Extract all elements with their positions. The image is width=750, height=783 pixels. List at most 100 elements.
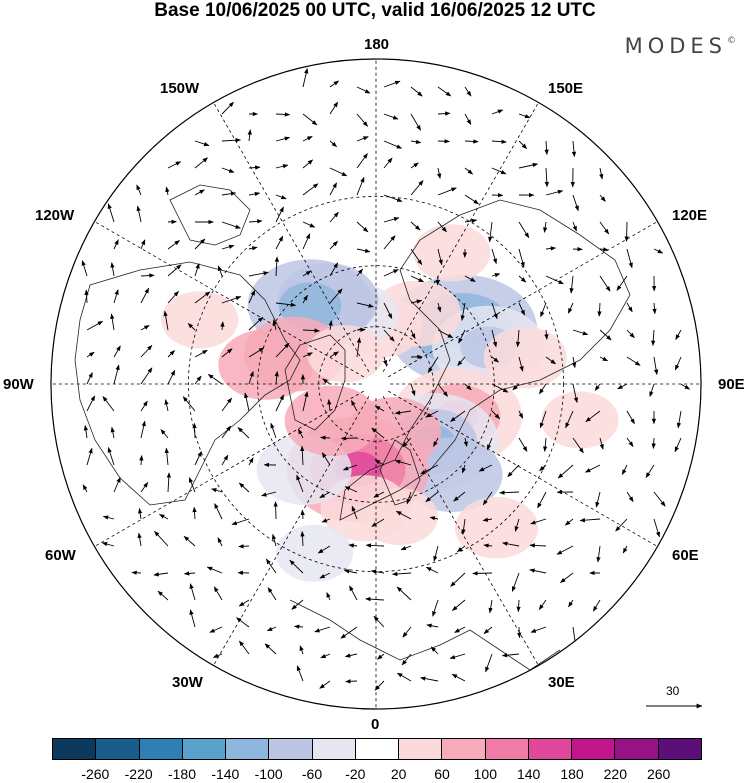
wind-vector <box>194 451 202 466</box>
wind-vector <box>453 491 466 502</box>
wind-vector <box>221 296 242 304</box>
wind-vector <box>167 161 182 169</box>
wind-vector <box>383 235 396 250</box>
wind-vector <box>518 275 527 283</box>
wind-vector <box>675 329 682 340</box>
wind-vector <box>433 437 439 447</box>
wind-vector <box>271 533 277 547</box>
wind-vector <box>188 477 196 493</box>
wind-vector <box>194 375 202 385</box>
wind-vector <box>615 518 628 532</box>
colorbar-tick-label: 140 <box>516 766 541 782</box>
wind-vector <box>140 367 153 385</box>
wind-vector <box>248 219 263 224</box>
wind-vector <box>348 543 358 548</box>
wind-vector <box>572 383 579 404</box>
wind-vector <box>410 113 421 131</box>
wind-vector <box>266 626 277 632</box>
wind-vector <box>410 86 423 97</box>
wind-vector <box>351 400 358 412</box>
colorbar-tick-label: -100 <box>254 766 283 782</box>
wind-vector <box>342 464 358 471</box>
wind-vector <box>410 221 421 231</box>
wind-vector <box>356 113 368 127</box>
coastline-alaska <box>169 184 251 246</box>
wind-vector <box>221 454 229 466</box>
wind-vector <box>410 329 416 340</box>
wind-vector <box>327 399 332 412</box>
wind-vector <box>569 275 574 294</box>
wind-vector <box>165 186 170 196</box>
wind-vector <box>595 491 601 508</box>
wind-vector <box>616 275 628 291</box>
wind-vector <box>370 569 385 574</box>
wind-vector <box>238 544 250 549</box>
wind-vector <box>154 531 169 547</box>
wind-vector <box>300 530 305 547</box>
map-title: Base 10/06/2025 00 UTC, valid 16/06/2025… <box>154 0 596 21</box>
wind-vector <box>437 302 442 313</box>
wind-vector <box>275 342 290 358</box>
wind-vector <box>221 397 232 412</box>
wind-vector <box>217 537 223 547</box>
wind-vector <box>107 203 115 223</box>
wind-vector <box>488 599 493 614</box>
wind-vector <box>344 653 358 658</box>
wind-vector <box>302 135 313 142</box>
wind-vector <box>451 673 466 682</box>
wind-vector <box>194 263 200 277</box>
wind-vector <box>426 623 439 628</box>
wind-vector <box>139 455 144 466</box>
wind-vector <box>192 506 197 520</box>
wind-vector <box>514 518 520 532</box>
wind-vector <box>396 586 412 601</box>
wind-vector <box>194 189 205 196</box>
wind-vector <box>518 221 530 239</box>
wind-vector <box>437 221 447 233</box>
wind-vector <box>491 167 507 175</box>
wind-vector <box>345 679 358 684</box>
colorbar-swatch <box>572 739 616 759</box>
wind-vector <box>491 248 497 265</box>
wind-vector <box>464 113 472 125</box>
wind-vector <box>537 491 547 509</box>
lon-label-30e: 30E <box>548 674 575 691</box>
coastline-africa <box>289 599 561 671</box>
wind-vector <box>374 459 385 466</box>
wind-vector <box>349 585 358 601</box>
wind-vector <box>653 491 666 507</box>
wind-vector <box>248 370 254 385</box>
wind-vector <box>183 535 196 547</box>
wind-vector <box>539 410 547 429</box>
wind-vector <box>518 140 528 149</box>
wind-vector <box>275 235 284 250</box>
lon-label-0: 0 <box>371 716 380 733</box>
wind-vector <box>560 572 574 583</box>
wind-vector <box>617 383 628 390</box>
wind-vector <box>298 428 304 439</box>
wind-vector <box>140 273 155 278</box>
wind-vector <box>464 383 472 391</box>
wind-vector <box>517 626 522 639</box>
wind-vector <box>213 586 223 601</box>
wind-vector <box>512 383 520 391</box>
wind-vector <box>302 113 318 126</box>
wind-vector <box>571 356 577 369</box>
wind-vector <box>383 302 393 319</box>
wind-vector <box>565 410 574 429</box>
wind-vector <box>302 233 311 250</box>
wind-vector <box>449 653 466 660</box>
wind-vector <box>356 136 369 142</box>
wind-vector <box>317 545 331 554</box>
wind-vector <box>302 183 319 196</box>
wind-vector <box>518 302 526 316</box>
wind-vector <box>545 189 564 196</box>
wind-vector <box>377 653 385 660</box>
wind-vector <box>400 545 412 551</box>
colorbar-tick-label: -60 <box>301 766 323 782</box>
wind-vector <box>568 599 574 608</box>
wind-vector <box>410 139 422 144</box>
wind-vector <box>599 437 604 450</box>
wind-vector <box>371 427 385 439</box>
wind-vector <box>530 518 547 525</box>
